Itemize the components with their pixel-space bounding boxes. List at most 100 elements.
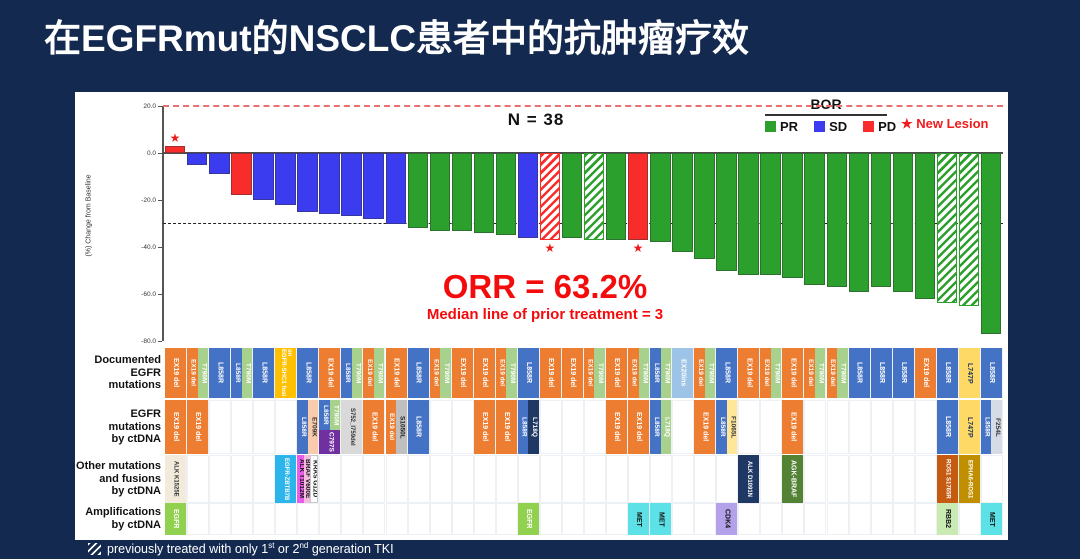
grid-empty-cell: [826, 503, 849, 535]
grid-empty-cell: [187, 455, 210, 503]
grid-cell-label: L858R: [407, 400, 429, 454]
grid-cell: EX19 del: [914, 348, 936, 398]
bar-patient-30: [804, 153, 825, 285]
grid-cell-label: L747P: [958, 400, 980, 454]
legend-title: BOR: [810, 96, 842, 112]
grid-cell-label: EX19 del: [539, 348, 561, 398]
grid-empty-cell: [760, 400, 783, 454]
grid-empty-cell: [892, 503, 915, 535]
bar-patient-28: [760, 153, 781, 276]
grid-cell-label: F254L: [991, 400, 1002, 454]
grid-cell: L858R T790M C797S: [319, 400, 341, 454]
grid-empty-cell: [319, 455, 342, 503]
grid-cell-label: EX19 del: [165, 400, 187, 454]
grid-cell: L858R T790M: [341, 348, 363, 398]
grid-cell-label: EX19 del: [694, 400, 716, 454]
legend-label: PD: [878, 119, 897, 134]
grid-cell-label: RBB2: [936, 503, 958, 535]
grid-empty-cell: [804, 503, 827, 535]
grid-cell: EX19 del: [561, 348, 583, 398]
grid-empty-cell: [429, 455, 452, 503]
grid-empty-cell: [341, 503, 364, 535]
grid-empty-cell: [804, 400, 827, 454]
grid-cell: EX19 del: [165, 400, 187, 454]
grid-cell: EX19 del: [694, 400, 716, 454]
grid-cell: ROS1 S1765R: [936, 455, 958, 503]
grid-cell-label: EX19 del: [606, 348, 628, 398]
bar-patient-16: [495, 153, 517, 236]
y-tick: [158, 294, 162, 295]
grid-cell-label: L858R: [297, 348, 319, 398]
grid-empty-cell: [473, 503, 496, 535]
grid-cell: AGK-BRAF: [782, 455, 804, 503]
bar-patient-37: [958, 153, 980, 306]
grid-cell: EX19 del T790M: [363, 348, 385, 398]
grid-empty-cell: [429, 400, 452, 454]
y-tick-label: -60.0: [141, 290, 156, 298]
grid-cell-label: EGFR-SHC1 fusion: [275, 348, 297, 398]
grid-empty-cell: [848, 455, 871, 503]
grid-empty-cell: [231, 400, 254, 454]
grid-cell: EPHA6-ROS1: [958, 455, 980, 503]
grid-cell-label: L858R: [209, 348, 231, 398]
grid-empty-cell: [848, 503, 871, 535]
grid-cell-label: EX19 del: [606, 400, 628, 454]
grid-cell: EX19 del: [363, 400, 385, 454]
legend-entry-PD: PD: [863, 119, 896, 134]
grid-cell-label: EX19 del: [165, 348, 187, 398]
legend-label: SD: [829, 119, 848, 134]
footnote-segment: or 2: [274, 542, 300, 557]
grid-cell-label: L858R: [319, 400, 330, 430]
grid-cell-label: EX19 del: [473, 400, 495, 454]
grid-cell-label: S1050L: [396, 400, 407, 454]
y-tick-label: -20.0: [141, 196, 156, 204]
grid-empty-cell: [870, 400, 893, 454]
grid-empty-cell: [187, 503, 210, 535]
y-tick-label: -40.0: [141, 243, 156, 251]
grid-cell: ALK K1525E: [165, 455, 187, 503]
bar-patient-24: [672, 153, 693, 252]
grid-empty-cell: [517, 455, 540, 503]
grid-cell-label: L858R: [517, 400, 529, 454]
grid-cell: L858R F1065L: [716, 400, 738, 454]
grid-empty-cell: [495, 455, 518, 503]
grid-empty-cell: [716, 455, 739, 503]
grid-cell: S752_I759del: [341, 400, 363, 454]
bar-patient-5: [253, 153, 274, 200]
grid-cell-label: T790M: [704, 348, 716, 398]
grid-cell: EX20ins: [672, 348, 694, 398]
grid-cell-label: EX19 del: [187, 348, 198, 398]
bar-patient-10: [363, 153, 384, 219]
grid-cell-label: L858R: [297, 400, 308, 454]
grid-cell: EGFR: [165, 503, 187, 535]
bar-patient-35: [914, 153, 936, 299]
grid-cell: EX19 del T790M: [694, 348, 716, 398]
grid-cell: RBB2: [936, 503, 958, 535]
grid-empty-cell: [561, 503, 584, 535]
grid-empty-cell: [583, 503, 606, 535]
grid-cell-label: EX19 del: [187, 400, 209, 454]
grid-cell-label: T790M: [241, 348, 253, 398]
grid-cell: L858R: [407, 400, 429, 454]
grid-cell: EGFR: [517, 503, 539, 535]
grid-cell: EX19 del S1050L: [385, 400, 407, 454]
bar-patient-15: [473, 153, 495, 233]
y-axis-label: (%) Change from Baseline: [85, 174, 93, 257]
bar-patient-19: [561, 153, 583, 238]
grid-empty-cell: [209, 503, 232, 535]
grid-cell-label: T790M: [770, 348, 782, 398]
grid-empty-cell: [209, 400, 232, 454]
grid-cell: L858R L718Q: [517, 400, 539, 454]
grid-cell: EX19 del: [187, 400, 209, 454]
bar-patient-17: [517, 153, 539, 238]
grid-empty-cell: [804, 455, 827, 503]
grid-cell: EX19 del T790M: [760, 348, 782, 398]
grid-cell-label: L858R: [980, 400, 992, 454]
grid-cell-label: L858R: [716, 348, 738, 398]
grid-cell: EX19 del: [738, 348, 760, 398]
bar-patient-3: [209, 153, 230, 175]
grid-empty-cell: [363, 455, 386, 503]
grid-cell: MET: [650, 503, 672, 535]
grid-cell: L858R T790M: [650, 348, 672, 398]
median-annotation: Median line of prior treatment = 3: [426, 306, 664, 323]
